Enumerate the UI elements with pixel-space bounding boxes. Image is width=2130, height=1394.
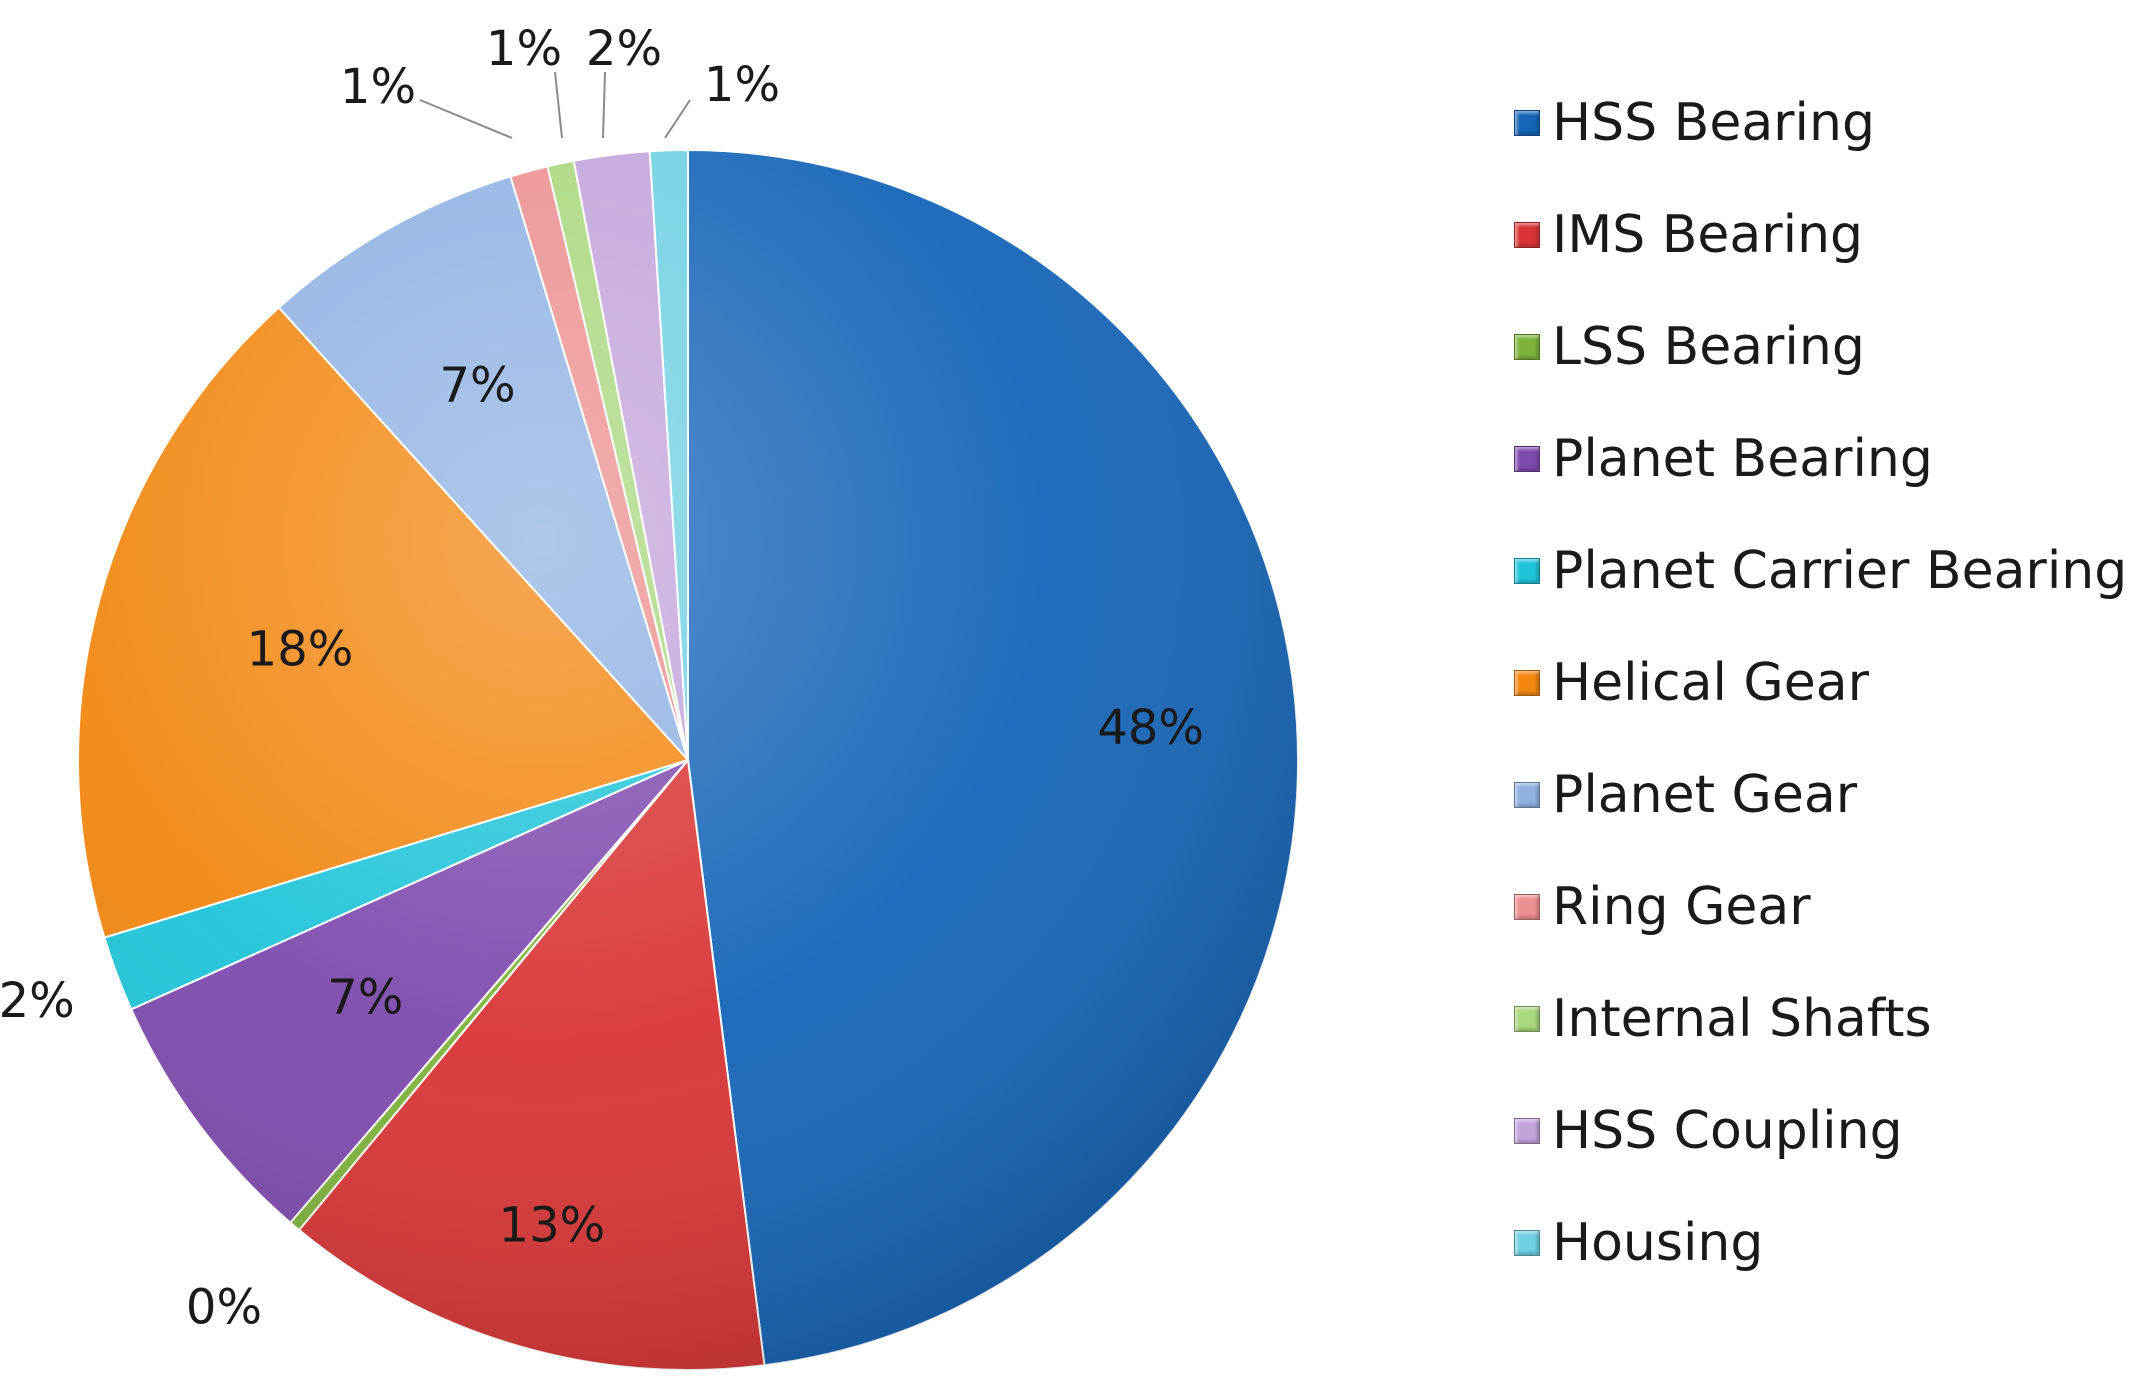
legend-swatch — [1514, 222, 1540, 248]
legend-label: Helical Gear — [1552, 653, 1869, 713]
legend-label: LSS Bearing — [1552, 317, 1865, 377]
legend-item-ims-bearing: IMS Bearing — [1514, 200, 2114, 312]
leader-line-ring-gear — [419, 99, 513, 139]
leader-line-hss-coupling — [602, 71, 606, 139]
legend-item-planet-carrier-bearing: Planet Carrier Bearing — [1514, 536, 2127, 648]
legend-swatch — [1514, 110, 1540, 136]
legend-item-lss-bearing: LSS Bearing — [1514, 312, 2114, 424]
legend-item-housing: Housing — [1514, 1208, 2114, 1320]
legend-label: Housing — [1552, 1213, 1764, 1273]
legend-swatch — [1514, 782, 1540, 808]
legend-swatch — [1514, 670, 1540, 696]
legend-label: HSS Coupling — [1552, 1101, 1903, 1161]
legend-label: IMS Bearing — [1552, 205, 1864, 265]
legend-swatch — [1514, 558, 1540, 584]
leader-line-housing — [664, 99, 691, 139]
data-label-ims-bearing: 13% — [499, 1198, 606, 1254]
legend-label: Planet Bearing — [1552, 429, 1933, 489]
data-label-hss-coupling: 2% — [586, 21, 662, 77]
legend-item-hss-bearing: HSS Bearing — [1514, 88, 2114, 200]
legend-swatch — [1514, 446, 1540, 472]
legend-label: Internal Shafts — [1552, 989, 1932, 1049]
legend-label: Ring Gear — [1552, 877, 1811, 937]
legend-item-hss-coupling: HSS Coupling — [1514, 1096, 2114, 1208]
data-label-housing: 1% — [704, 57, 780, 113]
legend-item-helical-gear: Helical Gear — [1514, 648, 2114, 760]
pie-slice-hss-bearing — [687, 149, 1299, 1367]
legend-swatch — [1514, 894, 1540, 920]
legend-item-internal-shafts: Internal Shafts — [1514, 984, 2114, 1096]
legend-item-ring-gear: Ring Gear — [1514, 872, 2114, 984]
legend-label: HSS Bearing — [1552, 93, 1875, 153]
legend-item-planet-bearing: Planet Bearing — [1514, 424, 2114, 536]
data-label-planet-carrier-bearing: 2% — [0, 973, 75, 1029]
legend-swatch — [1514, 1006, 1540, 1032]
legend-swatch — [1514, 1230, 1540, 1256]
data-label-planet-gear: 7% — [440, 357, 516, 413]
data-label-hss-bearing: 48% — [1097, 700, 1204, 756]
data-label-helical-gear: 18% — [247, 622, 354, 678]
legend-swatch — [1514, 334, 1540, 360]
legend-label: Planet Carrier Bearing — [1552, 541, 2128, 601]
data-label-ring-gear: 1% — [340, 59, 416, 115]
data-label-internal-shafts: 1% — [486, 21, 562, 77]
leader-line-internal-shafts — [554, 71, 563, 139]
legend-item-planet-gear: Planet Gear — [1514, 760, 2114, 872]
legend-swatch — [1514, 1118, 1540, 1144]
legend-label: Planet Gear — [1552, 765, 1858, 825]
data-label-lss-bearing: 0% — [186, 1279, 262, 1335]
chart-legend: HSS Bearing IMS Bearing LSS Bearing Plan… — [1514, 88, 2127, 1320]
data-label-planet-bearing: 7% — [327, 970, 403, 1026]
